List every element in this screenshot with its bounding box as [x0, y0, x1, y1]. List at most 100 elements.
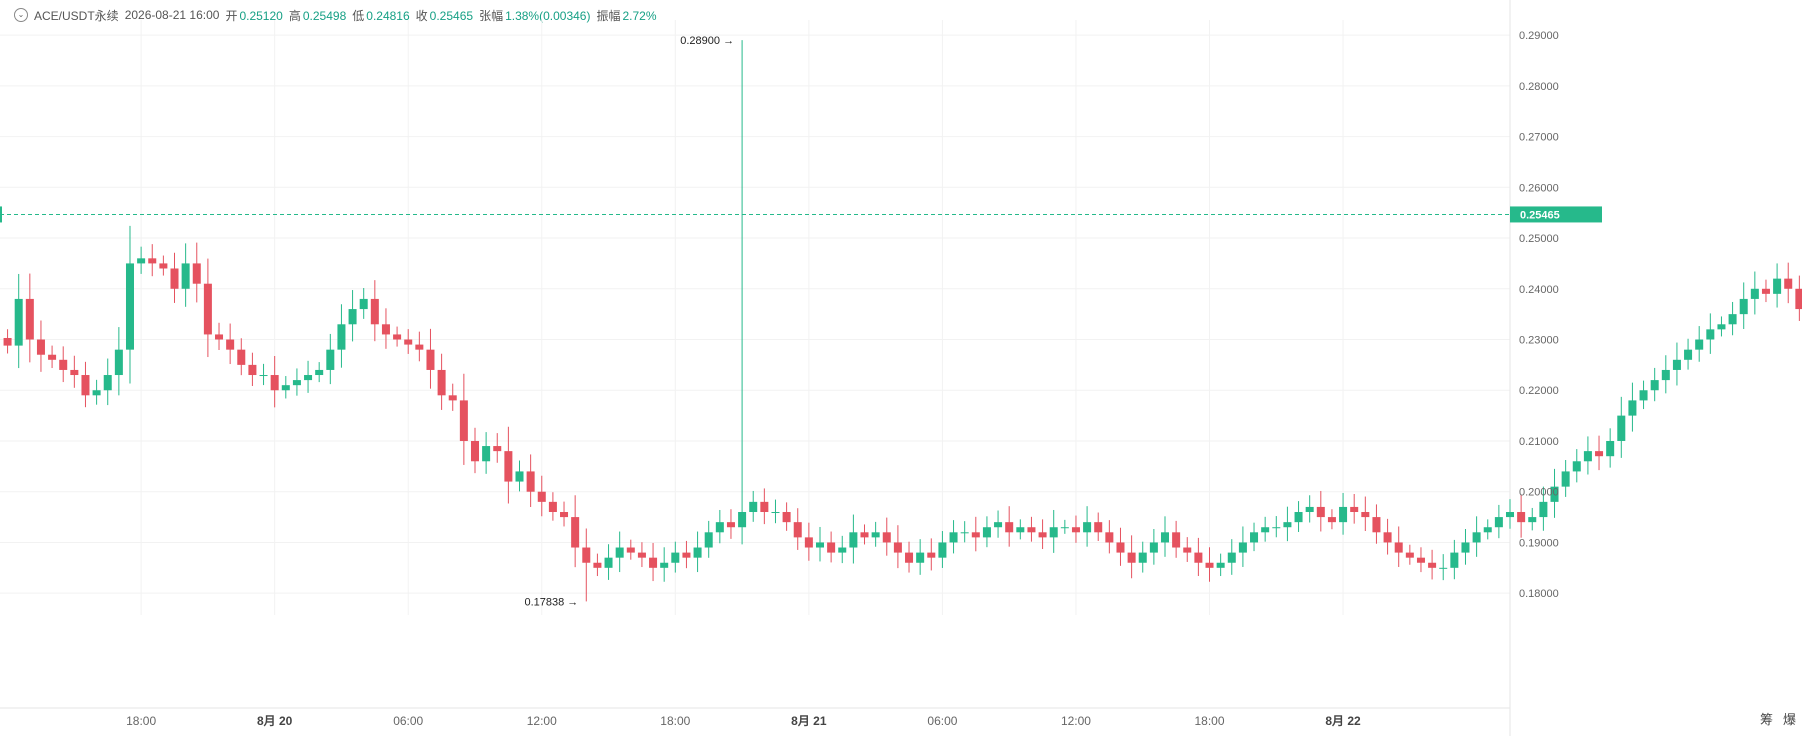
candle-body	[1305, 506, 1314, 513]
y-tick-label: 0.22000	[1519, 385, 1559, 397]
low-value: 0.24816	[366, 8, 410, 23]
x-tick-label: 8月 21	[791, 714, 827, 728]
candle-body	[1405, 552, 1414, 558]
candle-body	[1784, 278, 1793, 289]
candle-body	[337, 324, 346, 350]
candle-body	[1672, 359, 1681, 370]
candle-body	[882, 532, 891, 543]
candle-body	[949, 532, 958, 543]
candle-body	[1773, 278, 1782, 294]
candle-body	[1428, 562, 1437, 568]
candle-body	[1795, 288, 1802, 310]
candle-body	[1583, 451, 1592, 462]
candle-body	[326, 349, 335, 370]
candle-body	[14, 298, 23, 346]
candle-body	[1439, 567, 1448, 569]
candles	[3, 40, 1802, 602]
candle-body	[838, 547, 847, 553]
candle-body	[1383, 532, 1392, 543]
candle-body	[1227, 552, 1236, 563]
candle-body	[1628, 400, 1637, 416]
candle-body	[48, 354, 57, 360]
candle-body	[1105, 532, 1114, 543]
candle-body	[192, 263, 201, 284]
candle-body	[1739, 298, 1748, 315]
x-tick-label: 12:00	[527, 714, 557, 728]
x-tick-label: 18:00	[126, 714, 156, 728]
candle-body	[3, 337, 12, 346]
candle-body	[1127, 552, 1136, 563]
candle-body	[982, 527, 991, 538]
candle-body	[259, 375, 268, 377]
candle-body	[1728, 314, 1737, 325]
amplitude-label: 振幅	[596, 8, 621, 23]
candle-body	[81, 375, 90, 396]
candle-body	[1149, 542, 1158, 553]
candle-body	[749, 501, 758, 513]
close-label: 收	[415, 8, 428, 23]
change-value: 1.38%(0.00346)	[505, 8, 591, 23]
candle-body	[1617, 415, 1626, 441]
candle-body	[637, 552, 646, 558]
amplitude-value: 2.72%	[622, 8, 657, 23]
candle-body	[1394, 542, 1403, 553]
candle-body	[1650, 380, 1659, 391]
candle-body	[1684, 349, 1693, 360]
candle-body	[1595, 451, 1604, 457]
candle-body	[292, 380, 301, 386]
collapse-chevron-icon[interactable]: ⌄	[14, 8, 28, 22]
liquidation-tool-button[interactable]: 爆	[1782, 712, 1796, 727]
candle-body	[1483, 527, 1492, 533]
candle-body	[760, 501, 769, 513]
candle-body	[426, 349, 435, 370]
candle-body	[1350, 506, 1359, 513]
y-tick-label: 0.19000	[1519, 537, 1559, 549]
candle-body	[25, 298, 34, 340]
header-symbol: ACE/USDT永续	[34, 8, 119, 23]
candle-body	[804, 537, 813, 548]
candle-body	[738, 512, 747, 528]
header-datetime: 2026-08-21 16:00	[124, 8, 220, 22]
candle-body	[1472, 532, 1481, 543]
candle-body	[1005, 522, 1014, 533]
candle-body	[470, 440, 479, 462]
y-tick-label: 0.28000	[1519, 81, 1559, 93]
candle-body	[1216, 562, 1225, 568]
candle-body	[1094, 522, 1103, 533]
x-tick-label: 18:00	[1194, 714, 1224, 728]
candle-body	[1250, 532, 1259, 543]
min-price-annotation: 0.17838 →	[524, 596, 578, 608]
candle-body	[1561, 471, 1570, 487]
candle-body	[893, 542, 902, 553]
candle-body	[1183, 547, 1192, 553]
candle-body	[860, 532, 869, 538]
candle-body	[181, 263, 190, 289]
candle-body	[381, 324, 390, 335]
close-value: 0.25465	[429, 8, 474, 23]
candle-body	[1528, 517, 1537, 523]
grid-lines	[0, 0, 1511, 736]
candle-body	[448, 395, 457, 401]
candle-body	[704, 532, 713, 548]
candle-body	[393, 334, 402, 340]
y-tick-label: 0.18000	[1519, 588, 1559, 600]
high-label: 高	[288, 8, 301, 23]
candle-body	[571, 517, 580, 548]
candle-body	[782, 512, 791, 523]
candle-body	[1539, 501, 1548, 518]
candle-body	[92, 390, 101, 396]
candle-body	[515, 471, 524, 482]
candle-body	[482, 446, 491, 462]
candle-body	[1450, 552, 1459, 568]
y-tick-label: 0.23000	[1519, 335, 1559, 347]
y-axis: 0.29000 0.28000 0.27000 0.26000 0.25000 0.240…	[1519, 30, 1559, 600]
candle-body	[248, 364, 257, 376]
candle-body	[1339, 506, 1348, 523]
candle-body	[148, 258, 157, 264]
chip-tool-button[interactable]: 筹	[1759, 712, 1773, 727]
overlay: 0.25465 0.28900 → 0.17838 →	[0, 35, 1602, 608]
candle-body	[1706, 329, 1715, 340]
candle-body	[971, 532, 980, 538]
candle-body	[1172, 532, 1181, 548]
